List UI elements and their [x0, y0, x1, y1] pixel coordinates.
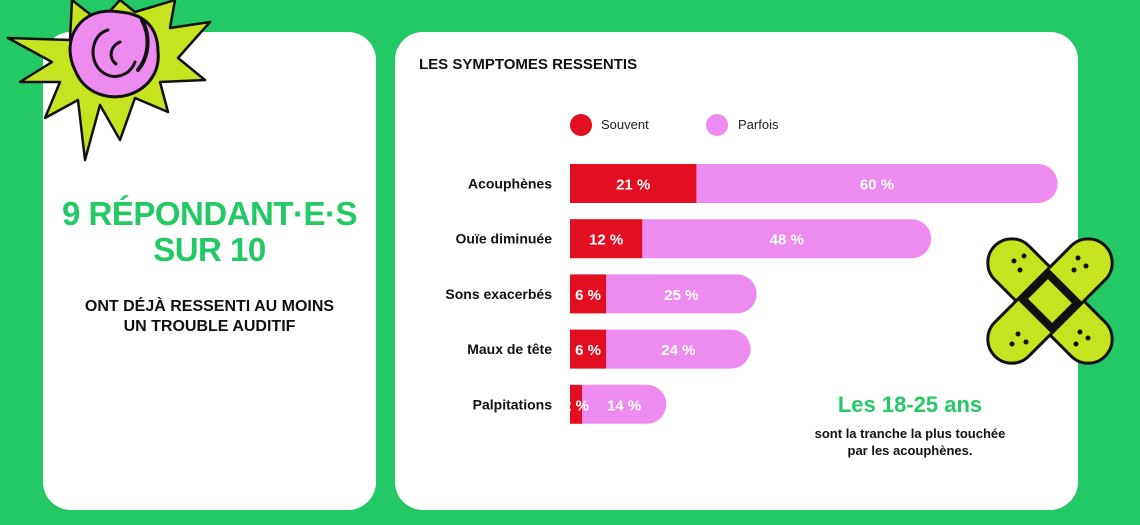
ear-icon	[6, 0, 212, 162]
bar-parfois-3	[606, 329, 751, 369]
legend-label-parfois: Parfois	[738, 117, 779, 132]
bar-parfois-1	[642, 219, 932, 259]
bar-parfois-0	[696, 164, 1058, 203]
category-label-0: Acouphènes	[468, 176, 552, 192]
subline-2: UN TROUBLE AUDITIF	[123, 318, 296, 335]
headline-line1: 9 RÉPONDANT·E·S	[61, 195, 358, 232]
note-line-2: par les acouphènes.	[847, 443, 973, 458]
category-label-2: Sons exacerbés	[445, 286, 552, 302]
bar-souvent-4	[570, 384, 583, 424]
value-label-parfois-2: 25 %	[664, 287, 698, 304]
value-label-parfois-1: 48 %	[770, 232, 804, 249]
note-headline: Les 18-25 ans	[837, 392, 983, 417]
legend-dot-souvent	[570, 114, 592, 136]
subline-1: ONT DÉJÀ RESSENTI AU MOINS	[84, 298, 335, 315]
bar-souvent-1	[570, 219, 643, 259]
headline-stat: 9 RÉPONDANT·E·S SUR 10	[43, 196, 376, 268]
value-label-souvent-1: 12 %	[589, 232, 623, 249]
category-label-3: Maux de tête	[467, 341, 552, 357]
headline-line2: SUR 10	[153, 231, 266, 268]
category-label-1: Ouïe diminuée	[456, 231, 553, 247]
value-label-souvent-0: 21 %	[616, 177, 650, 194]
chart-title: LES SYMPTOMES RESSENTIS	[419, 56, 638, 73]
value-label-parfois-0: 60 %	[860, 177, 894, 194]
legend-label-souvent: Souvent	[601, 117, 649, 132]
note-line-1: sont la tranche la plus touchée	[814, 426, 1006, 441]
value-label-souvent-4: 2 %	[563, 397, 589, 414]
chart-card	[395, 32, 1078, 510]
bandage-icon	[986, 237, 1114, 365]
legend-dot-parfois	[706, 114, 728, 136]
value-label-parfois-3: 24 %	[661, 342, 695, 359]
bar-parfois-4	[582, 384, 667, 424]
bar-parfois-2	[606, 274, 757, 314]
headline-subtext: ONT DÉJÀ RESSENTI AU MOINS UN TROUBLE AU…	[43, 297, 376, 337]
category-label-4: Palpitations	[473, 396, 553, 412]
bar-souvent-2	[570, 274, 607, 314]
note-body: sont la tranche la plus touchée par les …	[770, 425, 1050, 459]
value-label-souvent-3: 6 %	[575, 342, 601, 359]
value-label-souvent-2: 6 %	[575, 287, 601, 304]
value-label-parfois-4: 14 %	[607, 397, 641, 414]
bar-souvent-0	[570, 164, 697, 203]
bar-souvent-3	[570, 329, 607, 369]
